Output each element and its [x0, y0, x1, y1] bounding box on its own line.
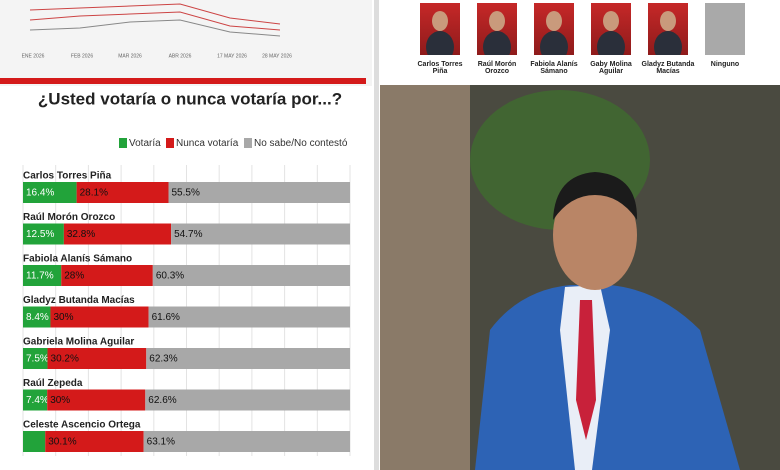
candidate-name: Fabiola Alanís Sámano [530, 61, 578, 75]
category-label: Raúl Morón Orozco [23, 212, 115, 223]
category-label: Gladyz Butanda Macías [23, 295, 135, 306]
photo-tie [576, 300, 596, 440]
photo-hair [553, 172, 638, 220]
bar-segment [61, 265, 153, 286]
candidate-card: Gaby Molina Aguilar [583, 0, 639, 75]
bar-segment [23, 431, 46, 452]
legend-swatch [244, 138, 252, 148]
candidate-card: Ninguno [697, 0, 753, 68]
bar-segment [50, 306, 149, 328]
bar-segment [146, 348, 350, 369]
value-label: 28.1% [80, 188, 108, 199]
bar-segment [168, 182, 350, 203]
header-strip [0, 0, 372, 86]
category-label: Fabiola Alanís Sámano [23, 254, 132, 265]
bar-segment [63, 223, 172, 245]
value-label: 62.3% [149, 354, 177, 365]
value-label: 61.6% [152, 312, 180, 323]
photo-wall [380, 85, 470, 470]
trend-line [29, 3, 281, 25]
strip-label: MAR 2026 [118, 53, 142, 59]
chart-title: ¿Usted votaría o nunca votaría por...? [38, 89, 342, 108]
legend-swatch [119, 138, 127, 148]
value-label: 7.4% [26, 395, 49, 406]
candidate-photo [705, 3, 745, 55]
strip-label: 17 MAY 2026 [217, 53, 247, 59]
category-label: Gabriela Molina Aguilar [23, 337, 134, 348]
category-label: Raúl Zepeda [23, 378, 83, 389]
bar-segment [23, 348, 48, 369]
bar-segment [23, 182, 77, 203]
bar-segment [76, 182, 169, 203]
value-label: 30% [50, 395, 70, 406]
candidate-name: Ninguno [710, 61, 740, 68]
value-label: 30.1% [48, 437, 76, 448]
strip-label: ENE 2026 [22, 53, 45, 59]
value-label: 30% [53, 312, 73, 323]
value-label: 12.5% [26, 229, 54, 240]
candidate-name: Gaby Molina Aguilar [590, 61, 632, 75]
strip-label: FEB 2026 [71, 53, 93, 59]
candidate-photo [648, 3, 688, 55]
bar-segment [47, 389, 146, 411]
category-label: Celeste Ascencio Ortega [23, 420, 141, 431]
legend-label: Nunca votaría [176, 138, 239, 149]
bar-segment [23, 306, 51, 328]
value-label: 28% [64, 271, 84, 282]
strip-label: 28 MAY 2026 [262, 53, 292, 59]
bar-segment [47, 348, 147, 369]
value-label: 30.2% [51, 354, 79, 365]
value-label: 63.1% [147, 437, 175, 448]
candidate-name: Raúl Morón Orozco [477, 61, 517, 75]
candidate-card: Raúl Morón Orozco [469, 0, 525, 75]
divider [374, 0, 379, 470]
bar-segment [23, 389, 48, 411]
value-label: 60.3% [156, 271, 184, 282]
bar-segment [45, 431, 144, 452]
legend-label: Votaría [129, 138, 161, 149]
candidate-card: Fabiola Alanís Sámano [526, 0, 582, 75]
value-label: 32.8% [67, 229, 95, 240]
trend-line [29, 19, 281, 37]
bar-segment [23, 223, 64, 245]
photo-suit [475, 285, 740, 470]
bar-segment [148, 306, 350, 328]
value-label: 11.7% [26, 271, 54, 282]
bar-segment [143, 431, 350, 452]
candidate-name: Gladyz Butanda Macías [641, 61, 695, 75]
bar-segment [152, 265, 350, 286]
candidate-photo [420, 3, 460, 55]
candidate-photo [534, 3, 574, 55]
candidate-photo [591, 3, 631, 55]
legend-label: No sabe/No contestó [254, 138, 348, 149]
bar-segment [145, 389, 350, 411]
candidate-name: Carlos Torres Piña [417, 61, 463, 75]
category-label: Carlos Torres Piña [23, 171, 112, 182]
value-label: 16.4% [26, 188, 54, 199]
value-label: 7.5% [26, 354, 49, 365]
trend-line [29, 11, 281, 31]
bar-segment [23, 265, 62, 286]
red-band [0, 78, 366, 84]
value-label: 54.7% [174, 229, 202, 240]
legend-swatch [166, 138, 174, 148]
value-label: 62.6% [148, 395, 176, 406]
value-label: 55.5% [172, 188, 200, 199]
candidate-card: Gladyz Butanda Macías [640, 0, 696, 75]
bar-segment [171, 223, 350, 245]
candidate-photo [477, 3, 517, 55]
candidate-card: Carlos Torres Piña [412, 0, 468, 75]
value-label: 8.4% [26, 312, 49, 323]
strip-label: ABR 2026 [169, 53, 192, 59]
photo-face [553, 180, 637, 290]
